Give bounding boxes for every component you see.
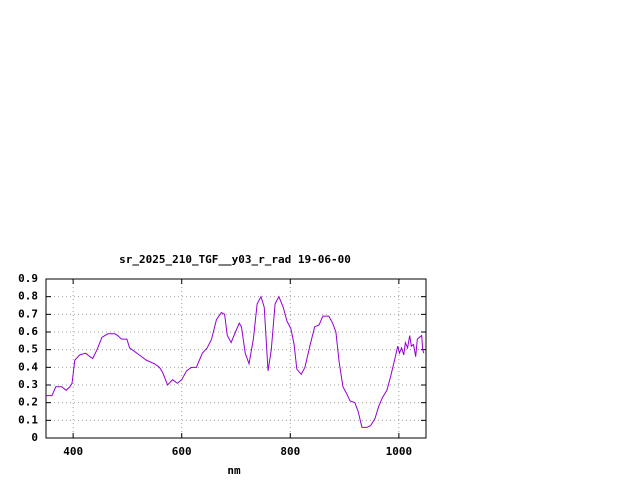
- y-tick-label: 0.4: [18, 360, 38, 373]
- y-tick-label: 0.3: [18, 378, 38, 391]
- x-tick-label: 400: [63, 445, 83, 458]
- chart-title: sr_2025_210_TGF__y03_r_rad 19-06-00: [119, 253, 351, 266]
- y-tick-label: 0.7: [18, 307, 38, 320]
- data-line: [46, 295, 425, 428]
- x-axis-label: nm: [227, 464, 241, 477]
- y-tick-label: 0.5: [18, 343, 38, 356]
- y-tick-label: 0: [31, 431, 38, 444]
- y-tick-label: 0.6: [18, 325, 38, 338]
- x-tick-label: 1000: [386, 445, 413, 458]
- x-tick-label: 800: [280, 445, 300, 458]
- y-tick-label: 0.8: [18, 290, 38, 303]
- plot-border: [45, 278, 427, 439]
- y-tick-label: 0.9: [18, 272, 38, 285]
- x-tick-label: 600: [172, 445, 192, 458]
- y-tick-label: 0.2: [18, 396, 38, 409]
- y-tick-label: 0.1: [18, 413, 38, 426]
